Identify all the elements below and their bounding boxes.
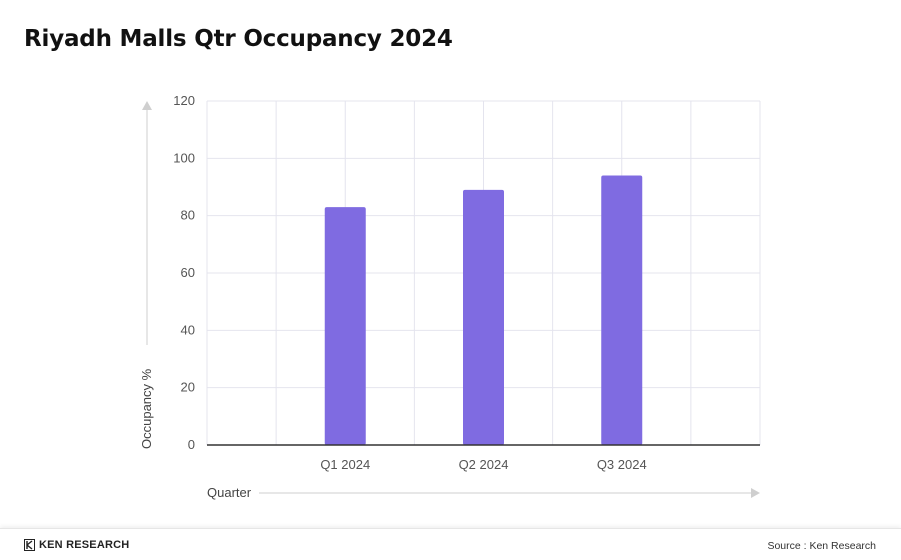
x-axis-ticks: Q1 2024 Q2 2024 Q3 2024: [320, 457, 646, 472]
bar: [324, 207, 366, 445]
x-axis-arrow-icon: [751, 488, 760, 498]
y-tick-label: 0: [188, 437, 195, 452]
bars: [324, 175, 643, 446]
x-axis-label: Quarter: [207, 485, 252, 500]
y-axis-arrow-icon: [142, 101, 152, 110]
bar: [463, 189, 504, 445]
brand: KEN RESEARCH: [24, 539, 129, 551]
brand-name: KEN RESEARCH: [39, 539, 130, 551]
x-tick-label: Q2 2024: [459, 457, 509, 472]
x-axis-label-group: Quarter: [207, 485, 760, 500]
y-axis-ticks: 0 20 40 60 80 100 120: [173, 93, 195, 452]
y-axis-label: Occupancy %: [139, 368, 154, 449]
bar: [601, 175, 643, 446]
chart-title: Riyadh Malls Qtr Occupancy 2024: [24, 26, 453, 52]
y-tick-label: 120: [173, 93, 195, 108]
y-tick-label: 100: [173, 150, 195, 165]
source-text: Source : Ken Research: [767, 540, 876, 552]
y-tick-label: 80: [181, 208, 195, 223]
ken-research-logo-icon: [24, 539, 35, 551]
y-tick-label: 60: [181, 265, 195, 280]
bar-chart: 0 20 40 60 80 100 120 Q1 2024 Q2 2024 Q3 2024 Oc…: [139, 93, 761, 500]
x-tick-label: Q3 2024: [597, 457, 647, 472]
y-tick-label: 40: [181, 322, 195, 337]
x-tick-label: Q1 2024: [320, 457, 370, 472]
y-tick-label: 20: [181, 380, 195, 395]
footer: KEN RESEARCH Source : Ken Research: [0, 528, 901, 560]
y-axis-label-group: Occupancy %: [139, 101, 154, 449]
